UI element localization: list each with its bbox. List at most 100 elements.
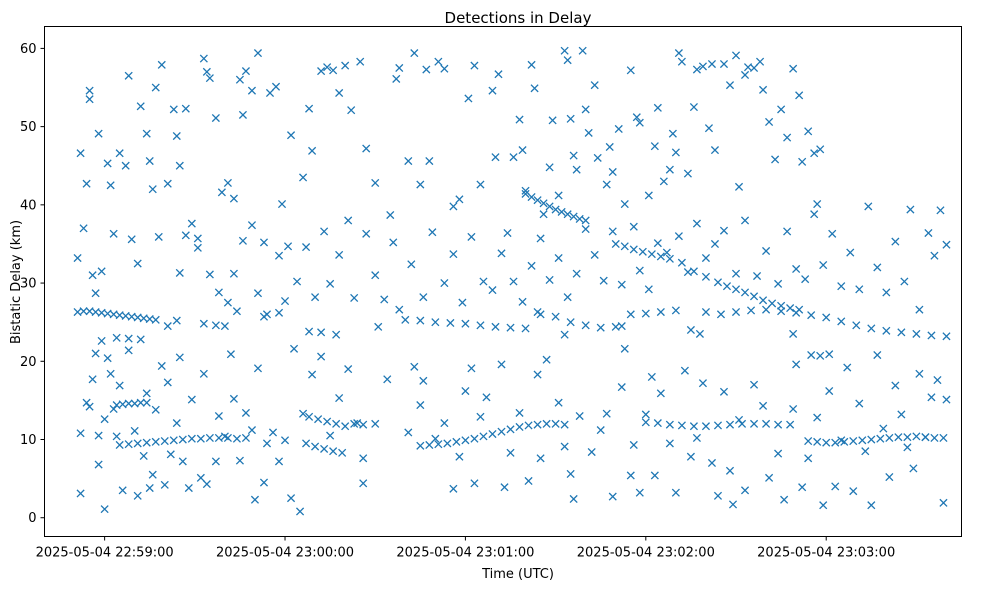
data-point bbox=[172, 316, 181, 325]
data-point bbox=[533, 420, 542, 429]
data-point bbox=[749, 292, 759, 301]
data-point bbox=[903, 443, 912, 452]
data-point bbox=[641, 309, 650, 318]
data-point bbox=[506, 448, 515, 457]
data-point bbox=[374, 322, 383, 331]
data-point bbox=[524, 421, 533, 430]
data-point bbox=[187, 395, 196, 404]
data-point bbox=[689, 103, 698, 112]
data-point bbox=[109, 229, 118, 238]
data-point bbox=[148, 185, 157, 194]
data-point bbox=[392, 74, 401, 83]
data-point bbox=[103, 159, 112, 168]
data-point bbox=[762, 246, 771, 256]
data-point bbox=[241, 408, 250, 417]
data-point bbox=[635, 488, 644, 497]
data-point bbox=[223, 178, 232, 188]
data-point bbox=[861, 447, 870, 456]
data-point bbox=[115, 440, 124, 450]
data-point bbox=[725, 466, 735, 475]
data-point bbox=[404, 156, 413, 166]
data-point bbox=[765, 473, 774, 482]
data-point bbox=[629, 245, 638, 254]
data-point bbox=[635, 118, 644, 127]
data-point bbox=[891, 381, 900, 390]
data-point bbox=[431, 434, 440, 443]
data-point bbox=[148, 470, 157, 479]
data-point bbox=[380, 295, 389, 304]
data-point bbox=[311, 442, 320, 451]
data-point bbox=[317, 67, 326, 76]
data-point bbox=[371, 419, 380, 428]
data-point bbox=[91, 289, 100, 298]
data-point bbox=[250, 495, 260, 504]
data-point bbox=[867, 501, 876, 510]
data-point bbox=[449, 484, 458, 493]
data-point bbox=[100, 505, 109, 514]
data-point bbox=[187, 434, 196, 443]
data-point bbox=[762, 419, 771, 428]
data-point bbox=[214, 433, 223, 443]
data-point bbox=[539, 210, 548, 219]
data-point bbox=[323, 417, 332, 426]
y-tick-label: 30 bbox=[20, 277, 37, 292]
data-point bbox=[500, 483, 509, 492]
data-point bbox=[807, 311, 816, 320]
data-point bbox=[614, 124, 623, 134]
data-point bbox=[359, 454, 368, 463]
data-point bbox=[665, 254, 674, 263]
data-point bbox=[533, 196, 542, 205]
data-point bbox=[662, 248, 671, 257]
data-point bbox=[151, 437, 160, 446]
data-point bbox=[497, 249, 506, 258]
data-point bbox=[344, 365, 353, 374]
data-point bbox=[746, 306, 756, 315]
data-point bbox=[581, 225, 590, 234]
data-point bbox=[335, 393, 344, 403]
data-point bbox=[731, 269, 741, 278]
data-point bbox=[665, 165, 674, 174]
data-point bbox=[434, 440, 443, 449]
data-point bbox=[795, 305, 804, 314]
data-point bbox=[545, 163, 554, 172]
data-point bbox=[891, 237, 900, 246]
data-point bbox=[142, 398, 151, 407]
data-point bbox=[635, 266, 644, 275]
data-point bbox=[810, 149, 819, 158]
data-point bbox=[115, 149, 124, 158]
data-point bbox=[515, 408, 524, 417]
data-point bbox=[698, 62, 707, 71]
data-point bbox=[771, 155, 780, 164]
data-point bbox=[942, 395, 951, 404]
data-point bbox=[731, 307, 741, 317]
data-point bbox=[527, 261, 536, 270]
data-point bbox=[76, 489, 85, 498]
data-point bbox=[145, 483, 154, 493]
data-point bbox=[578, 46, 587, 55]
y-tick-label: 60 bbox=[20, 42, 37, 57]
data-point bbox=[722, 282, 732, 291]
data-point bbox=[713, 278, 723, 287]
data-point bbox=[831, 438, 840, 447]
data-point bbox=[323, 63, 332, 72]
data-point bbox=[740, 70, 750, 80]
data-point bbox=[286, 494, 296, 503]
data-point bbox=[509, 277, 518, 286]
data-point bbox=[274, 457, 284, 466]
data-point bbox=[855, 399, 864, 408]
data-point bbox=[326, 431, 335, 440]
data-point bbox=[410, 49, 419, 58]
data-point bbox=[777, 301, 786, 310]
data-point bbox=[265, 88, 275, 98]
x-axis-label: Time (UTC) bbox=[481, 567, 554, 582]
data-point bbox=[698, 379, 707, 388]
data-point bbox=[386, 210, 395, 220]
data-point bbox=[169, 105, 178, 114]
data-point bbox=[569, 494, 578, 504]
data-point bbox=[389, 238, 398, 247]
data-point bbox=[759, 401, 768, 410]
data-point bbox=[650, 471, 659, 480]
data-point bbox=[136, 102, 145, 111]
data-point bbox=[127, 235, 136, 244]
data-point bbox=[308, 146, 317, 155]
